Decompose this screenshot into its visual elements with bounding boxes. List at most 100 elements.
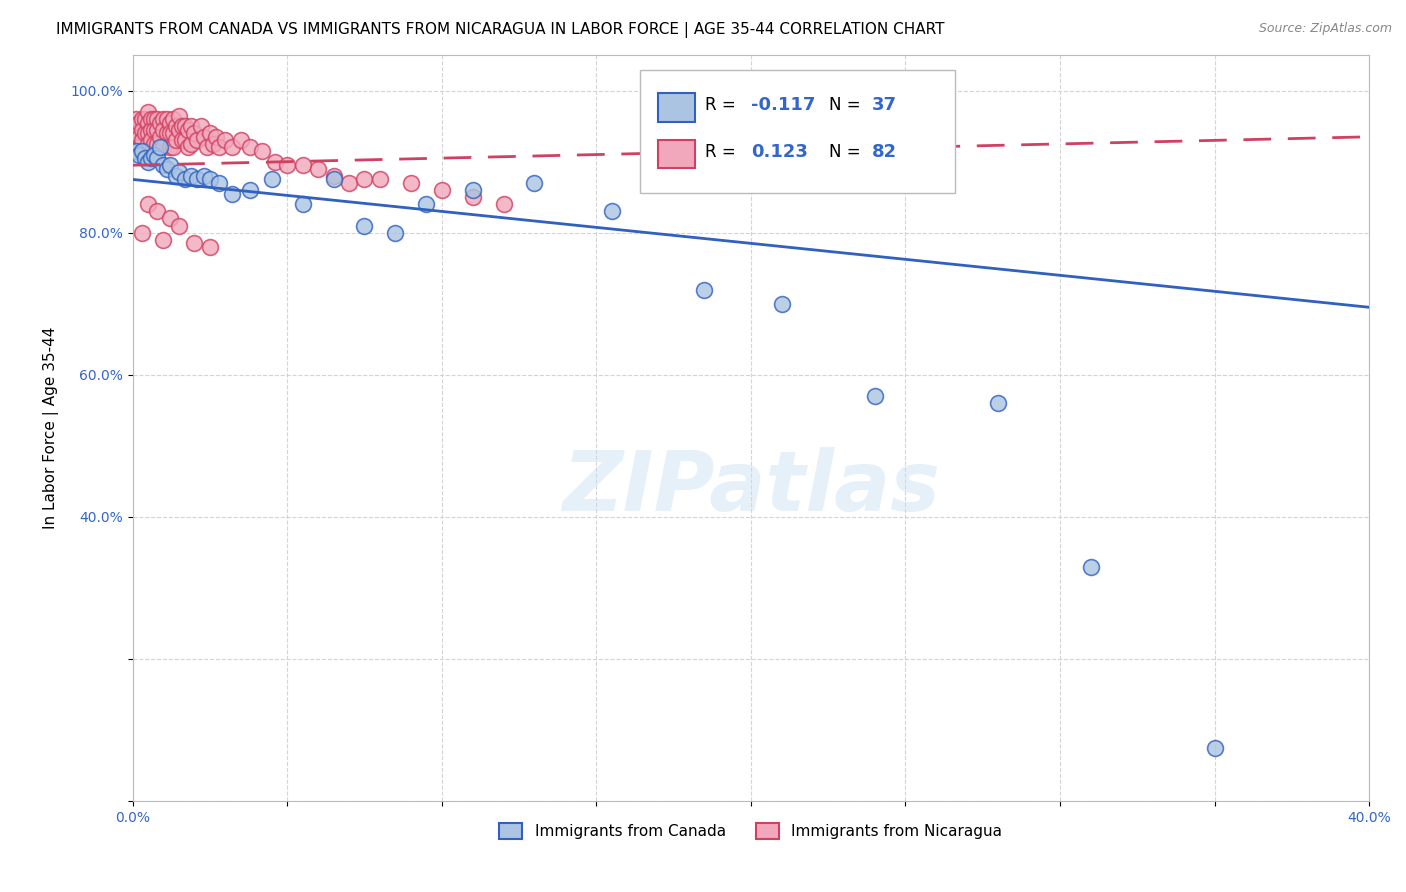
Point (149, 129, 172, 144)
Point (208, 140, 231, 154)
Point (260, 172, 283, 186)
Point (167, 165, 190, 179)
Point (229, 133, 252, 147)
Point (461, 190, 484, 204)
Point (131, 122, 153, 136)
Point (693, 283, 716, 297)
Point (863, 389, 886, 403)
Point (167, 122, 190, 136)
Point (134, 112, 156, 126)
Point (180, 119, 202, 133)
Point (600, 204, 623, 219)
Point (155, 161, 177, 176)
Point (143, 122, 166, 136)
Point (177, 122, 200, 136)
Point (124, 112, 146, 126)
Point (146, 122, 169, 136)
FancyBboxPatch shape (658, 93, 695, 121)
Point (146, 204, 169, 219)
Point (291, 158, 314, 172)
Point (128, 115, 150, 129)
FancyBboxPatch shape (658, 140, 695, 169)
Point (124, 126, 146, 140)
Point (143, 112, 166, 126)
Point (136, 115, 159, 129)
Point (186, 172, 208, 186)
Point (139, 122, 162, 136)
Text: R =: R = (704, 143, 741, 161)
Point (131, 112, 153, 126)
Point (146, 112, 169, 126)
Point (128, 129, 150, 144)
Text: IMMIGRANTS FROM CANADA VS IMMIGRANTS FROM NICARAGUA IN LABOR FORCE | AGE 35-44 C: IMMIGRANTS FROM CANADA VS IMMIGRANTS FRO… (56, 22, 945, 38)
Point (155, 126, 177, 140)
Legend: Immigrants from Canada, Immigrants from Nicaragua: Immigrants from Canada, Immigrants from … (494, 817, 1008, 846)
Point (128, 147, 150, 161)
Point (492, 197, 515, 211)
Point (186, 133, 208, 147)
Point (177, 140, 200, 154)
Text: Source: ZipAtlas.com: Source: ZipAtlas.com (1258, 22, 1392, 36)
Point (152, 158, 174, 172)
Point (1080, 559, 1102, 574)
Point (170, 119, 193, 133)
Point (174, 133, 197, 147)
Point (139, 151, 162, 165)
Point (143, 136, 166, 151)
Point (134, 151, 156, 165)
Point (128, 140, 150, 154)
Point (221, 186, 243, 201)
Point (384, 226, 406, 240)
Point (159, 126, 181, 140)
Text: -0.117: -0.117 (751, 96, 815, 114)
Point (146, 151, 169, 165)
Point (198, 240, 221, 254)
Point (195, 140, 218, 154)
Text: 0.123: 0.123 (751, 143, 807, 161)
Point (252, 144, 274, 158)
Point (152, 233, 174, 247)
Point (770, 296, 793, 310)
Text: 82: 82 (872, 143, 897, 161)
Point (162, 112, 184, 126)
Point (149, 115, 172, 129)
Point (159, 158, 181, 172)
Point (183, 126, 205, 140)
Point (139, 133, 162, 147)
Point (368, 172, 391, 186)
Point (146, 136, 169, 151)
FancyBboxPatch shape (640, 70, 955, 193)
Point (208, 176, 231, 190)
Point (155, 112, 177, 126)
Point (201, 136, 224, 151)
Text: R =: R = (704, 96, 741, 114)
Point (205, 129, 228, 144)
Point (152, 122, 174, 136)
Point (136, 126, 159, 140)
Point (415, 197, 437, 211)
Point (136, 197, 159, 211)
Point (193, 129, 215, 144)
Point (149, 140, 172, 154)
Point (430, 183, 453, 197)
Point (131, 226, 153, 240)
Point (987, 396, 1010, 410)
Text: ZIPatlas: ZIPatlas (562, 447, 939, 528)
Point (165, 119, 187, 133)
Point (221, 140, 243, 154)
Text: N =: N = (828, 143, 866, 161)
Point (167, 108, 190, 122)
Point (152, 112, 174, 126)
Point (165, 133, 187, 147)
Point (337, 176, 360, 190)
Point (143, 147, 166, 161)
Text: N =: N = (828, 96, 866, 114)
Point (263, 154, 285, 169)
Point (180, 169, 202, 183)
Point (174, 172, 197, 186)
Point (159, 140, 181, 154)
Point (152, 140, 174, 154)
Point (353, 172, 375, 186)
Point (136, 136, 159, 151)
Point (322, 169, 344, 183)
